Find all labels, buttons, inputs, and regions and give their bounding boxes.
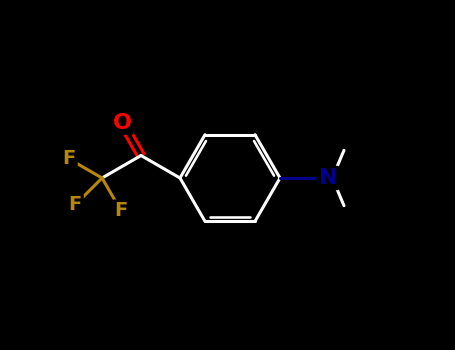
Text: F: F [62,149,76,168]
Text: F: F [69,195,82,214]
Text: F: F [115,201,128,220]
Text: N: N [319,168,337,188]
Text: O: O [112,113,131,133]
